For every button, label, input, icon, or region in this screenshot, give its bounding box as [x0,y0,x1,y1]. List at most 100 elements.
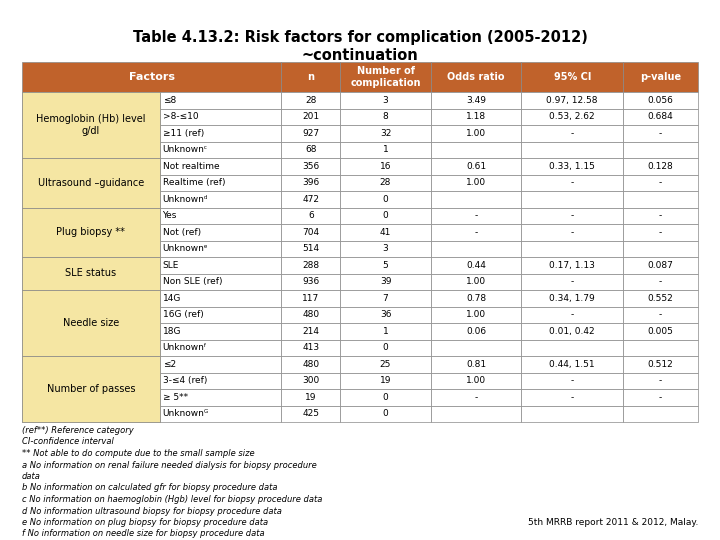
Text: 0.684: 0.684 [648,112,673,122]
Bar [431,174,521,191]
Text: 0.53, 2.62: 0.53, 2.62 [549,112,595,122]
Bar [341,109,431,125]
Bar [431,240,521,257]
Bar [22,207,160,257]
Bar [431,273,521,290]
Text: 0.087: 0.087 [648,261,674,270]
Text: Yes: Yes [163,211,177,220]
Text: 8: 8 [382,112,388,122]
Text: -: - [659,129,662,138]
Bar [431,92,521,109]
Bar [521,373,624,389]
Text: 3.49: 3.49 [466,96,486,105]
Bar [341,257,431,273]
Bar [624,224,698,240]
Text: 39: 39 [379,277,391,286]
Bar [521,158,624,174]
Bar [282,307,341,323]
Text: 6: 6 [308,211,314,220]
Text: 0.34, 1.79: 0.34, 1.79 [549,294,595,303]
Text: 7: 7 [382,294,388,303]
Bar [22,158,160,207]
Text: 1.00: 1.00 [466,178,486,187]
Text: 18G: 18G [163,327,181,336]
Text: SLE status: SLE status [66,268,117,279]
Text: 396: 396 [302,178,320,187]
Bar [22,158,160,174]
Bar [341,224,431,240]
Bar [624,92,698,109]
Text: 32: 32 [380,129,391,138]
Bar [341,389,431,406]
Text: 480: 480 [302,310,320,319]
Bar [431,406,521,422]
Bar [160,240,282,257]
Bar [22,207,160,224]
Text: -: - [474,393,477,402]
Bar [341,207,431,224]
Bar [341,158,431,174]
Text: 0.44: 0.44 [466,261,486,270]
Bar [521,62,624,92]
Bar [22,389,160,406]
Text: -: - [659,310,662,319]
Text: -: - [571,211,574,220]
Bar [22,62,282,92]
Bar [160,406,282,422]
Text: 288: 288 [302,261,320,270]
Bar [22,406,160,422]
Text: 0.06: 0.06 [466,327,486,336]
Bar [521,109,624,125]
Bar [160,224,282,240]
Bar [282,240,341,257]
Bar [22,356,160,422]
Text: 0.61: 0.61 [466,162,486,171]
Bar [624,389,698,406]
Text: p-value: p-value [640,72,681,82]
Text: 5th MRRB report 2011 & 2012, Malay.: 5th MRRB report 2011 & 2012, Malay. [528,518,698,527]
Bar [624,273,698,290]
Text: 1.00: 1.00 [466,310,486,319]
Text: -: - [474,228,477,237]
Bar [22,191,160,207]
Bar [22,356,160,373]
Text: c No information on haemoglobin (Hgb) level for biopsy procedure data: c No information on haemoglobin (Hgb) le… [22,495,323,504]
Bar [624,240,698,257]
Bar [282,323,341,340]
Text: Not (ref): Not (ref) [163,228,201,237]
Text: b No information on calculated gfr for biopsy procedure data: b No information on calculated gfr for b… [22,483,277,492]
Bar [431,307,521,323]
Bar [22,257,160,290]
Bar [160,125,282,141]
Bar [282,340,341,356]
Bar [282,191,341,207]
Text: 0.056: 0.056 [648,96,674,105]
Text: 28: 28 [305,96,317,105]
Bar [624,62,698,92]
Text: 425: 425 [302,409,320,418]
Bar [160,290,282,307]
Text: ≥ 5**: ≥ 5** [163,393,188,402]
Text: 16: 16 [379,162,391,171]
Text: ≤8: ≤8 [163,96,176,105]
Bar [624,191,698,207]
Bar [431,109,521,125]
Text: Plug biopsy **: Plug biopsy ** [56,227,125,237]
Text: ≤2: ≤2 [163,360,176,369]
Bar [624,356,698,373]
Text: n: n [307,72,315,82]
Text: a No information on renal failure needed dialysis for biopsy procedure: a No information on renal failure needed… [22,461,317,469]
Bar [282,356,341,373]
Bar [624,109,698,125]
Text: 68: 68 [305,145,317,154]
Text: 0: 0 [382,195,388,204]
Bar [341,174,431,191]
Bar [431,191,521,207]
Bar [22,373,160,389]
Bar [521,191,624,207]
Text: Needle size: Needle size [63,318,119,328]
Text: -: - [659,376,662,385]
Text: Odds ratio: Odds ratio [447,72,505,82]
Text: CI-confidence interval: CI-confidence interval [22,437,114,447]
Bar [624,290,698,307]
